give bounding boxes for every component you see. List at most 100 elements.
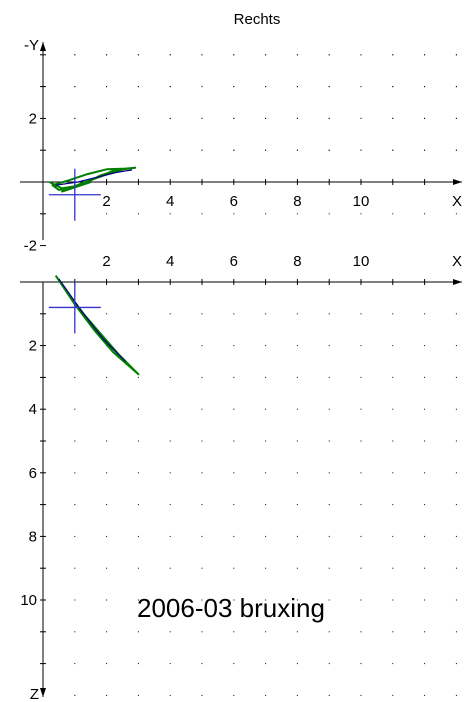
grid-dot [137,117,139,119]
grid-dot [137,86,139,88]
grid-dot [137,694,139,696]
x-axis-arrow-sagittal [453,279,462,285]
grid-dot [74,535,76,537]
grid-dot [265,663,267,665]
grid-dot [455,504,457,506]
grid-dot [360,345,362,347]
grid-dot [137,567,139,569]
grid-dot [201,440,203,442]
grid-dot [392,504,394,506]
grid-dot [392,567,394,569]
grid-dot [392,408,394,410]
grid-dot [328,149,330,151]
grid-dot [74,117,76,119]
grid-dot [137,54,139,56]
y-tick-label: 2 [29,110,37,127]
grid-dot [455,54,457,56]
grid-dot [360,86,362,88]
grid-dot [74,631,76,633]
grid-dot [169,631,171,633]
grid-dot [74,54,76,56]
grid-dot [106,149,108,151]
grid-dot [424,472,426,474]
grid-dot [74,567,76,569]
grid-dot [74,408,76,410]
grid-dot [265,86,267,88]
grid-dot [106,535,108,537]
grid-dot [360,567,362,569]
grid-dot [169,86,171,88]
grid-dot [74,149,76,151]
grid-dot [392,535,394,537]
grid-dot [106,213,108,215]
grid-dot [106,86,108,88]
grid-dot [424,213,426,215]
grid-dot [106,117,108,119]
grid-dot [265,504,267,506]
grid-dot [360,213,362,215]
grid-dot [360,504,362,506]
grid-dot [328,599,330,601]
grid-dot [233,631,235,633]
x-axis-label: X [452,193,462,210]
grid-dot [424,408,426,410]
grid-dot [137,663,139,665]
grid-dot [424,313,426,315]
grid-dot [424,149,426,151]
grid-dot [106,504,108,506]
x-tick-label: 4 [166,193,174,210]
grid-dot [328,535,330,537]
grid-dot [360,631,362,633]
grid-dot [328,472,330,474]
x-tick-label: 8 [293,193,301,210]
grid-dot [201,54,203,56]
grid-dot [296,567,298,569]
axes [20,42,462,697]
grid-dot [265,440,267,442]
grid-dot [265,117,267,119]
grid-dot [106,408,108,410]
grid-dot [392,599,394,601]
grid-dot [328,567,330,569]
grid-dot [74,663,76,665]
grid-dot [106,472,108,474]
grid-dot [392,631,394,633]
grid-dot [455,117,457,119]
grid-dot [74,599,76,601]
grid-dot [360,149,362,151]
x-tick-label: 8 [293,253,301,270]
grid-dot [233,440,235,442]
grid-dot [360,54,362,56]
grid-dot [74,694,76,696]
x-axis-label: X [452,253,462,270]
grid-dot [74,504,76,506]
grid-dot [233,213,235,215]
grid-dot [74,440,76,442]
grid-dot [424,440,426,442]
grid-dot [106,567,108,569]
grid-dot [233,345,235,347]
grid-dot [455,599,457,601]
grid-dot [296,376,298,378]
grid-dot [106,313,108,315]
grid-dot [424,54,426,56]
grid-dot [296,313,298,315]
grid-dot [265,149,267,151]
grid-dot [296,472,298,474]
grid-dot [106,694,108,696]
grid-dot [265,694,267,696]
grid-dot [137,213,139,215]
grid-dot [360,472,362,474]
grid-dot [296,663,298,665]
grid-dot [169,440,171,442]
grid-dot [455,535,457,537]
chart-caption: 2006-03 bruxing [137,593,325,623]
y-axis-arrow-sagittal [40,688,46,697]
grid-dot [455,440,457,442]
grid-dot [328,117,330,119]
x-tick-label: 10 [353,253,370,270]
grid-dot [233,86,235,88]
grid-dot [296,117,298,119]
grid-dot [137,440,139,442]
grid-dot [201,149,203,151]
